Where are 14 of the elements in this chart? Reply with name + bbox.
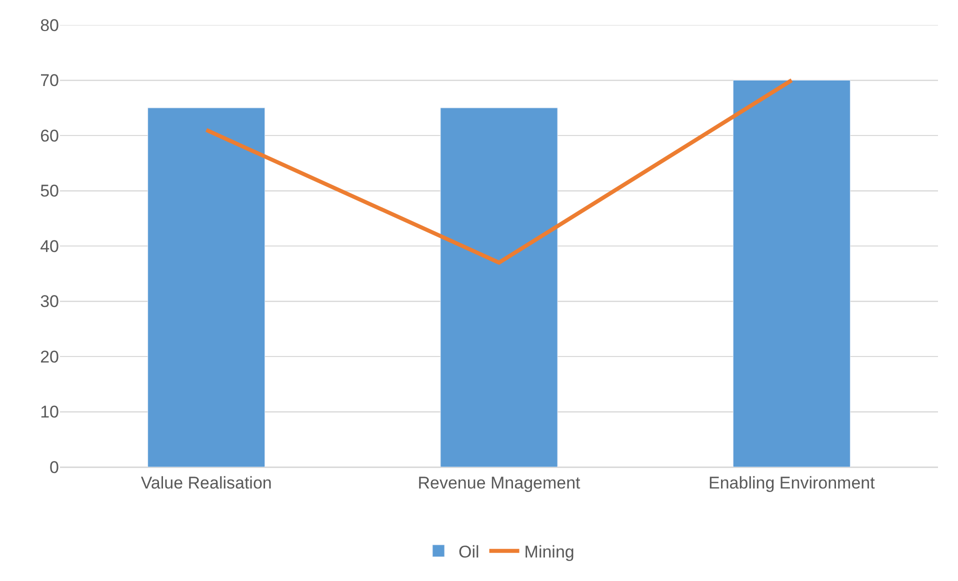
y-tick-label: 10: [40, 402, 59, 422]
legend-label: Mining: [524, 542, 574, 562]
y-tick-label: 60: [40, 126, 59, 146]
x-tick-label: Enabling Environment: [708, 473, 876, 492]
y-tick-label: 80: [40, 16, 59, 35]
y-tick-label: 0: [50, 458, 59, 477]
y-tick-label: 40: [40, 236, 59, 256]
y-tick-label: 20: [40, 347, 59, 366]
y-tick-label: 30: [40, 292, 59, 312]
legend-label: Oil: [458, 542, 480, 562]
x-tick-label: Value Realisation: [140, 473, 272, 492]
y-tick-label: 70: [40, 71, 59, 90]
x-tick-label: Revenue Mnagement: [418, 473, 581, 492]
y-tick-label: 50: [40, 182, 59, 201]
